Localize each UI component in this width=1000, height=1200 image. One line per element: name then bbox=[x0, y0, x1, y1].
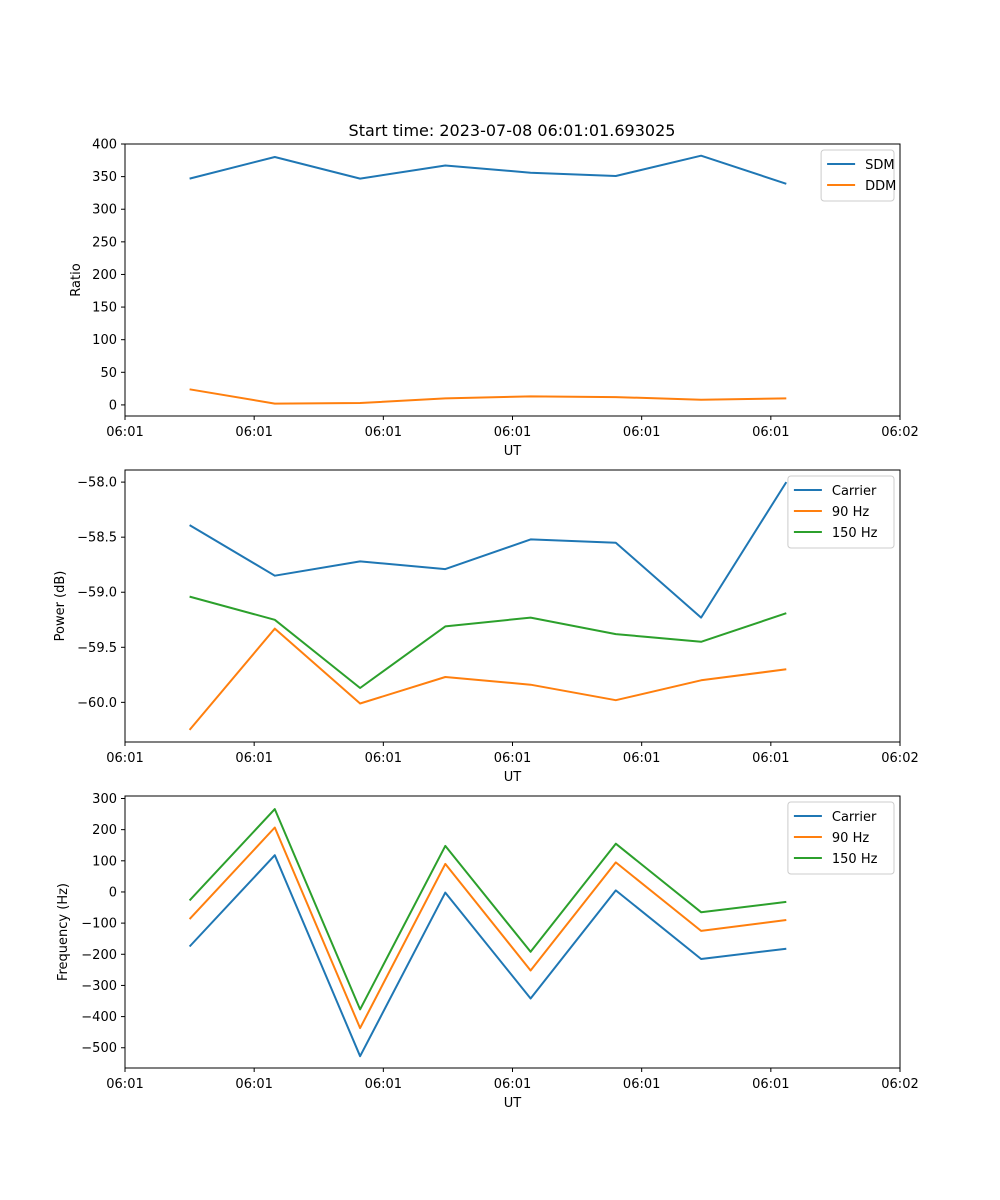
legend-label: 90 Hz bbox=[832, 831, 869, 846]
x-tick-label: 06:01 bbox=[235, 1077, 272, 1092]
y-tick-label: 300 bbox=[92, 203, 117, 218]
y-tick-label: −200 bbox=[81, 948, 117, 963]
y-tick-label: 100 bbox=[92, 854, 117, 869]
y-axis-label: Power (dB) bbox=[53, 571, 68, 642]
series-line-90-hz bbox=[188, 826, 787, 1030]
series-line-sdm bbox=[189, 154, 787, 185]
x-axis-label: UT bbox=[504, 770, 522, 785]
legend-label: 150 Hz bbox=[832, 526, 878, 541]
x-tick-label: 06:02 bbox=[881, 425, 918, 440]
subplot-3: 06:01 06:01 06:01 06:01 06:01 06:01 06:02 −500 −… bbox=[56, 792, 919, 1111]
y-tick-label: −400 bbox=[81, 1010, 117, 1025]
legend: Carrier 90 Hz 150 Hz bbox=[787, 475, 895, 549]
x-tick-label: 06:01 bbox=[106, 751, 143, 766]
legend-frame bbox=[787, 801, 895, 875]
figure-title: Start time: 2023-07-08 06:01:01.693025 bbox=[349, 121, 676, 140]
x-axis-label: UT bbox=[504, 444, 522, 459]
x-tick-label: 06:01 bbox=[623, 425, 660, 440]
legend: SDM DDM bbox=[820, 149, 896, 202]
legend-label: SDM bbox=[865, 158, 894, 173]
legend-label: 90 Hz bbox=[832, 505, 869, 520]
y-tick-label: −60.0 bbox=[77, 696, 117, 711]
y-tick-label: −300 bbox=[81, 979, 117, 994]
y-tick-label: 0 bbox=[109, 398, 117, 413]
x-tick-label: 06:01 bbox=[752, 1077, 789, 1092]
series-line-carrier bbox=[188, 854, 787, 1058]
y-tick-label: 400 bbox=[92, 138, 117, 153]
x-tick-label: 06:01 bbox=[235, 751, 272, 766]
y-tick-label: 300 bbox=[92, 792, 117, 807]
x-tick-label: 06:02 bbox=[881, 1077, 918, 1092]
x-tick-label: 06:01 bbox=[365, 751, 402, 766]
y-tick-label: −58.5 bbox=[77, 531, 117, 546]
series-line-90-hz bbox=[188, 627, 787, 731]
y-tick-label: 150 bbox=[92, 301, 117, 316]
x-tick-label: 06:01 bbox=[365, 425, 402, 440]
legend-label: 150 Hz bbox=[832, 852, 878, 867]
x-tick-label: 06:01 bbox=[752, 425, 789, 440]
x-tick-label: 06:01 bbox=[235, 425, 272, 440]
x-tick-label: 06:01 bbox=[623, 751, 660, 766]
y-tick-label: 100 bbox=[92, 333, 117, 348]
x-tick-label: 06:01 bbox=[365, 1077, 402, 1092]
y-tick-label: 250 bbox=[92, 235, 117, 250]
x-tick-label: 06:01 bbox=[494, 425, 531, 440]
legend-label: DDM bbox=[865, 179, 896, 194]
subplot-2: 06:01 06:01 06:01 06:01 06:01 06:01 06:02 −60.0… bbox=[53, 469, 919, 785]
subplot-1: 06:01 06:01 06:01 06:01 06:01 06:01 06:02 0 50 10… bbox=[69, 138, 919, 460]
x-tick-label: 06:01 bbox=[494, 1077, 531, 1092]
y-tick-label: 0 bbox=[109, 885, 117, 900]
x-tick-label: 06:02 bbox=[881, 751, 918, 766]
y-tick-label: 50 bbox=[100, 366, 117, 381]
series-line-150-hz bbox=[189, 595, 787, 689]
y-tick-label: 200 bbox=[92, 823, 117, 838]
legend: Carrier 90 Hz 150 Hz bbox=[787, 801, 895, 875]
x-tick-label: 06:01 bbox=[623, 1077, 660, 1092]
series-line-150-hz bbox=[188, 808, 787, 1011]
legend-frame bbox=[820, 149, 895, 202]
y-tick-label: −59.5 bbox=[77, 641, 117, 656]
y-tick-label: −59.0 bbox=[77, 586, 117, 601]
subplots: 06:01 06:01 06:01 06:01 06:01 06:01 06:02 0 50 10… bbox=[53, 138, 919, 1112]
x-tick-label: 06:01 bbox=[494, 751, 531, 766]
y-axis-label: Frequency (Hz) bbox=[56, 883, 71, 981]
x-tick-label: 06:01 bbox=[106, 1077, 143, 1092]
series-line-ddm bbox=[189, 388, 787, 405]
series-line-carrier bbox=[189, 481, 788, 619]
y-axis-label: Ratio bbox=[69, 263, 84, 296]
y-tick-label: −100 bbox=[81, 917, 117, 932]
legend-frame bbox=[787, 475, 895, 549]
x-axis-label: UT bbox=[504, 1096, 522, 1111]
legend-label: Carrier bbox=[832, 484, 877, 499]
y-tick-label: 200 bbox=[92, 268, 117, 283]
legend-label: Carrier bbox=[832, 810, 877, 825]
y-tick-label: 350 bbox=[92, 170, 117, 185]
x-tick-label: 06:01 bbox=[106, 425, 143, 440]
x-tick-label: 06:01 bbox=[752, 751, 789, 766]
y-tick-label: −500 bbox=[81, 1041, 117, 1056]
y-tick-label: −58.0 bbox=[77, 476, 117, 491]
